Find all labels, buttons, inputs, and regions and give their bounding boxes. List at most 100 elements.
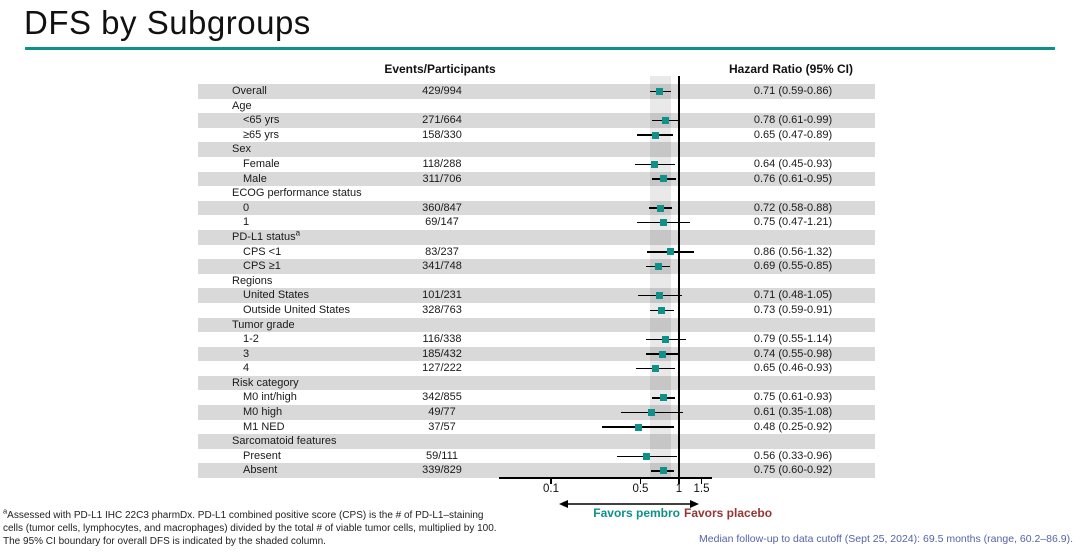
footnote-line: The 95% CI boundary for overall DFS is i… bbox=[3, 536, 326, 547]
subgroup-header-row: Risk category bbox=[198, 375, 875, 391]
x-axis-line bbox=[499, 477, 712, 479]
hazard-ratio-value: 0.48 (0.25-0.92) bbox=[753, 420, 833, 433]
hazard-ratio-value: 0.79 (0.55-1.14) bbox=[753, 333, 833, 346]
hazard-ratio-value: 0.74 (0.55-0.98) bbox=[753, 347, 833, 360]
hazard-ratio-value: 0.75 (0.47-1.21) bbox=[753, 216, 833, 229]
events-participants-value: 360/847 bbox=[422, 201, 462, 214]
subgroup-label: United States bbox=[243, 289, 310, 302]
x-axis-tick-label: 0.1 bbox=[543, 483, 559, 495]
subgroup-data-row: Present 59/111 0.56 (0.33-0.96) bbox=[198, 449, 875, 464]
subgroup-data-row: 3 185/432 0.74 (0.55-0.98) bbox=[198, 346, 875, 362]
subgroup-header-row: PD-L1 statusa bbox=[198, 228, 875, 245]
events-participants-value: 342/855 bbox=[422, 391, 462, 404]
events-participants-value: 311/706 bbox=[422, 172, 462, 185]
x-axis-tick-label: 1.5 bbox=[693, 483, 710, 495]
subgroup-label: Present bbox=[243, 449, 281, 462]
subgroup-data-row: 1-2 116/338 0.79 (0.55-1.14) bbox=[198, 332, 875, 347]
subgroup-header-row: Sarcomatoid features bbox=[198, 434, 875, 449]
subgroup-label: Age bbox=[232, 99, 252, 112]
x-axis-tick bbox=[639, 479, 642, 484]
subgroup-label: M0 high bbox=[243, 406, 283, 419]
subgroup-data-row: Female 118/288 0.64 (0.45-0.93) bbox=[198, 157, 875, 172]
subgroup-data-row: Outside United States 328/763 0.73 (0.59-0… bbox=[198, 303, 875, 318]
subgroup-data-row: CPS <1 83/237 0.86 (0.56-1.32) bbox=[198, 245, 875, 260]
events-participants-value: 429/994 bbox=[422, 85, 462, 97]
subgroup-data-row: Overall 429/994 0.71 (0.59-0.86) bbox=[198, 84, 875, 99]
subgroup-label: PD-L1 statusa bbox=[232, 228, 301, 243]
subgroup-header-row: Tumor grade bbox=[198, 317, 875, 333]
subgroup-label: Outside United States bbox=[243, 303, 351, 316]
subgroup-label: Absent bbox=[243, 464, 278, 477]
title-underline bbox=[25, 47, 1055, 50]
median-followup-note: Median follow-up to data cutoff (Sept 25… bbox=[699, 533, 1073, 545]
events-participants-value: 339/829 bbox=[422, 464, 462, 477]
hazard-ratio-value: 0.75 (0.60-0.92) bbox=[753, 464, 833, 477]
hazard-ratio-value: 0.75 (0.61-0.93) bbox=[753, 391, 833, 404]
hazard-ratio-value: 0.71 (0.59-0.86) bbox=[753, 85, 833, 97]
subgroup-label: Regions bbox=[232, 274, 273, 287]
subgroup-data-row: Absent 339/829 0.75 (0.60-0.92) bbox=[198, 463, 875, 479]
events-participants-value: 118/288 bbox=[422, 157, 462, 170]
page-title: DFS by Subgroups bbox=[24, 4, 311, 41]
subgroup-label: 1 bbox=[243, 216, 250, 229]
events-participants-value: 328/763 bbox=[422, 303, 462, 316]
column-header-hazard-ratio: Hazard Ratio (95% CI) bbox=[728, 62, 854, 76]
events-participants-value: 59/111 bbox=[425, 449, 458, 462]
events-participants-value: 69/147 bbox=[425, 216, 459, 229]
subgroup-label: <65 yrs bbox=[243, 114, 280, 127]
events-participants-value: 37/57 bbox=[428, 420, 456, 433]
events-participants-value: 101/231 bbox=[422, 289, 462, 302]
subgroup-data-row: 1 69/147 0.75 (0.47-1.21) bbox=[198, 215, 875, 230]
subgroup-label: 4 bbox=[243, 362, 250, 375]
subgroup-label: Male bbox=[243, 172, 267, 185]
subgroup-header-row: Sex bbox=[198, 142, 875, 157]
events-participants-value: 341/748 bbox=[422, 260, 462, 273]
hazard-ratio-value: 0.72 (0.58-0.88) bbox=[753, 201, 833, 214]
subgroup-data-row: CPS ≥1 341/748 0.69 (0.55-0.85) bbox=[198, 259, 875, 274]
hazard-ratio-value: 0.71 (0.48-1.05) bbox=[753, 289, 833, 302]
favors-direction-arrow bbox=[559, 500, 699, 508]
events-participants-value: 271/664 bbox=[422, 114, 462, 127]
hazard-ratio-value: 0.69 (0.55-0.85) bbox=[753, 260, 833, 273]
subgroup-label: Sarcomatoid features bbox=[232, 435, 337, 448]
x-axis-tick bbox=[678, 479, 680, 484]
subgroup-label: CPS ≥1 bbox=[243, 260, 281, 273]
hazard-ratio-value: 0.65 (0.46-0.93) bbox=[753, 362, 833, 375]
subgroup-label: M0 int/high bbox=[243, 391, 297, 404]
footnote-line: aAssessed with PD-L1 IHC 22C3 pharmDx. P… bbox=[3, 506, 484, 521]
subgroup-label: Risk category bbox=[232, 376, 299, 389]
hazard-ratio-value: 0.61 (0.35-1.08) bbox=[753, 406, 833, 419]
x-axis-tick-label: 0.5 bbox=[632, 483, 649, 495]
subgroup-data-row: Male 311/706 0.76 (0.61-0.95) bbox=[198, 171, 875, 187]
events-participants-value: 49/77 bbox=[428, 406, 456, 419]
hazard-ratio-value: 0.73 (0.59-0.91) bbox=[753, 303, 833, 316]
subgroup-label: Sex bbox=[232, 143, 251, 156]
footnote-line: cells (tumor cells, lymphocytes, and mac… bbox=[3, 523, 497, 534]
subgroup-label: M1 NED bbox=[243, 420, 285, 433]
favors-pembro-label: Favors pembro bbox=[593, 506, 680, 520]
subgroup-label: 3 bbox=[243, 347, 250, 360]
subgroup-label: 1-2 bbox=[243, 333, 259, 346]
subgroup-data-row: M0 high 49/77 0.61 (0.35-1.08) bbox=[198, 405, 875, 420]
events-participants-value: 127/222 bbox=[422, 362, 462, 375]
subgroup-data-row: <65 yrs 271/664 0.78 (0.61-0.99) bbox=[198, 113, 875, 128]
hazard-ratio-value: 0.64 (0.45-0.93) bbox=[753, 157, 833, 170]
subgroup-label: ≥65 yrs bbox=[243, 128, 279, 141]
subgroup-data-row: 4 127/222 0.65 (0.46-0.93) bbox=[198, 361, 875, 376]
events-participants-value: 83/237 bbox=[425, 245, 459, 258]
subgroup-label: 0 bbox=[243, 201, 250, 214]
subgroup-data-row: 0 360/847 0.72 (0.58-0.88) bbox=[198, 200, 875, 216]
subgroup-header-row: ECOG performance status bbox=[198, 186, 875, 201]
subgroup-data-row: ≥65 yrs 158/330 0.65 (0.47-0.89) bbox=[198, 128, 875, 143]
subgroup-label: ECOG performance status bbox=[232, 187, 362, 200]
footnote-text: aAssessed with PD-L1 IHC 22C3 pharmDx. P… bbox=[3, 506, 563, 548]
hazard-ratio-value: 0.86 (0.56-1.32) bbox=[753, 245, 833, 258]
subgroup-data-row: M0 int/high 342/855 0.75 (0.61-0.93) bbox=[198, 390, 875, 405]
events-participants-value: 185/432 bbox=[422, 347, 462, 360]
forest-plot-table: Overall 429/994 0.71 (0.59-0.86) Age <65 yrs… bbox=[198, 76, 875, 479]
hazard-ratio-value: 0.65 (0.47-0.89) bbox=[753, 128, 833, 141]
hazard-ratio-value: 0.78 (0.61-0.99) bbox=[753, 114, 833, 127]
favors-placebo-label: Favors placebo bbox=[684, 506, 773, 520]
subgroup-header-row: Regions bbox=[198, 274, 875, 289]
